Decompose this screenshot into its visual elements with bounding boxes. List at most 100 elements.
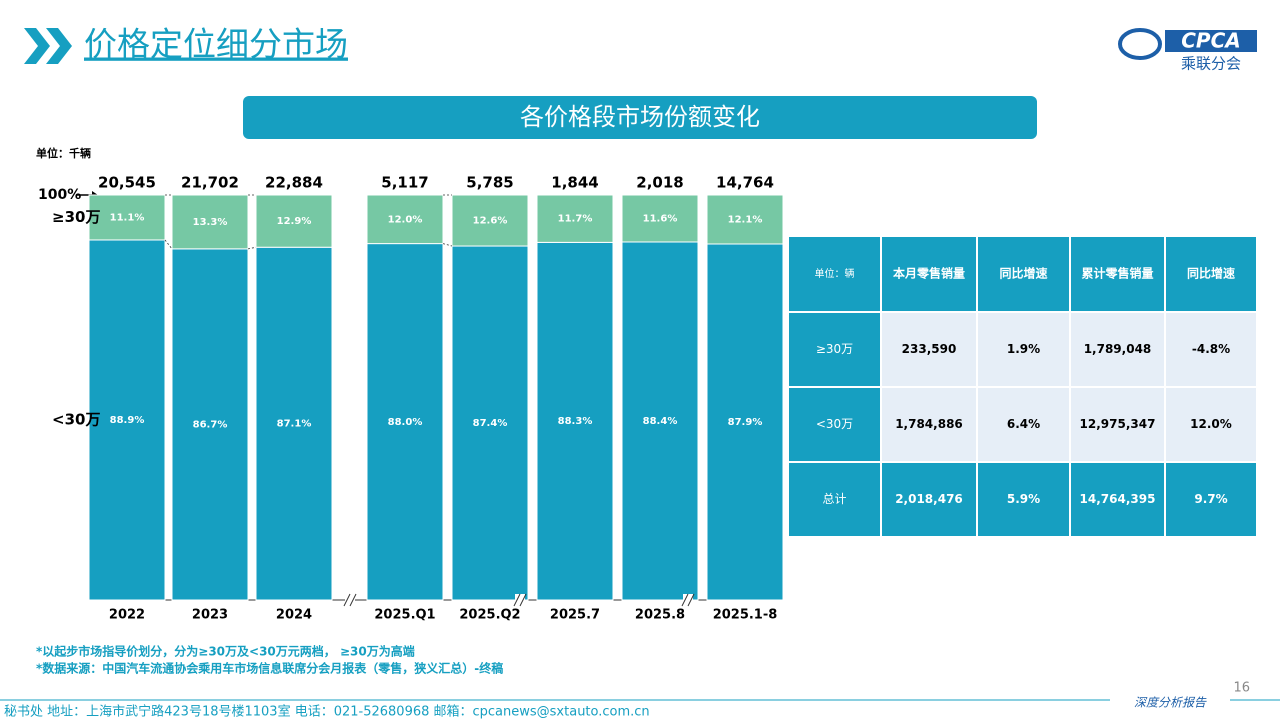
bar-segment xyxy=(621,194,699,243)
total-label: 22,884 xyxy=(265,174,323,192)
series-label: ≥30万 xyxy=(52,208,100,226)
value-label: 12.0% xyxy=(388,214,423,225)
series-label: <30万 xyxy=(52,410,100,428)
bar-segment xyxy=(536,194,614,243)
note: *数据来源：中国汽车流通协会乘用车市场信息联席分会月报表（零售，狭义汇总）-终稿 xyxy=(36,661,503,676)
axis-break-gap xyxy=(683,594,693,606)
table-text: 14,764,395 xyxy=(1080,492,1156,506)
logo-box xyxy=(1165,30,1257,52)
table-text: <30万 xyxy=(816,417,853,431)
value-label: 11.7% xyxy=(558,214,593,225)
axis-break-gap xyxy=(345,594,355,606)
bar-segment xyxy=(366,194,444,245)
axis-break xyxy=(681,593,689,607)
bar-segment xyxy=(451,245,529,601)
bar-segment xyxy=(255,246,333,601)
logo-text: CPCA xyxy=(1181,29,1241,53)
table-text: 5.9% xyxy=(1007,492,1040,506)
table-text: 233,590 xyxy=(902,342,957,356)
bar-segment xyxy=(451,194,529,247)
total-label: 2,018 xyxy=(636,174,683,192)
header-chevrons xyxy=(24,28,72,64)
value-label: 11.1% xyxy=(110,212,145,223)
connector xyxy=(247,246,257,250)
axis-break xyxy=(349,593,357,607)
chart: 100% 88.9% 11.1% 20,545 2022 86.7% 13.3% 21,702… xyxy=(38,174,784,623)
value-label: 87.1% xyxy=(277,419,312,430)
total-label: 5,785 xyxy=(466,174,513,192)
bar-segment xyxy=(536,241,614,601)
table-cell xyxy=(1069,311,1166,388)
table: 单位：辆 本月零售销量 同比增速 累计零售销量 同比增速 ≥30万 233,590 1.9% 1… xyxy=(787,235,1258,538)
footer-report: 深度分析报告 xyxy=(1134,696,1207,710)
value-label: 88.9% xyxy=(110,415,145,426)
bar-segment xyxy=(88,194,166,241)
logo-subtext: 乘联分会 xyxy=(1181,55,1241,73)
bar-segment xyxy=(621,241,699,601)
logo-mark xyxy=(1118,28,1162,60)
x-tick-label: 2025.Q1 xyxy=(374,608,435,623)
chart-title: 各价格段市场份额变化 xyxy=(520,103,760,131)
x-tick-label: 2024 xyxy=(276,608,312,623)
footer-address: 秘书处 地址：上海市武宁路423号18号楼1103室 电话：021-526809… xyxy=(4,704,650,720)
value-label: 12.1% xyxy=(728,215,763,226)
total-label: 5,117 xyxy=(381,174,428,192)
value-label: 86.7% xyxy=(193,419,228,430)
x-tick-label: 2025.1-8 xyxy=(713,608,778,623)
connector xyxy=(164,239,173,250)
note: *以起步市场指导价划分，分为≥30万及<30万元两档， ≥30万为高端 xyxy=(36,644,415,659)
value-label: 12.9% xyxy=(277,216,312,227)
chart-banner xyxy=(243,96,1037,139)
table-text: 9.7% xyxy=(1194,492,1227,506)
table-cell xyxy=(787,235,882,313)
table-text: -4.8% xyxy=(1192,342,1230,356)
table-cell xyxy=(880,311,978,388)
bar-segment xyxy=(171,248,249,601)
table-cell xyxy=(976,461,1071,538)
page-number: 16 xyxy=(1233,681,1250,696)
table-cell xyxy=(1069,461,1166,538)
x-tick-label: 2025.7 xyxy=(550,608,600,623)
table-text: 1,789,048 xyxy=(1084,342,1152,356)
axis-break-gap xyxy=(515,594,525,606)
total-label: 1,844 xyxy=(551,174,598,192)
axis-break xyxy=(519,593,527,607)
bar-segment xyxy=(706,243,784,601)
value-label: 11.6% xyxy=(643,213,678,224)
y-tick-label: 100% xyxy=(38,187,81,203)
value-label: 13.3% xyxy=(193,217,228,228)
total-label: 14,764 xyxy=(716,174,774,192)
table-text: 1,784,886 xyxy=(895,417,963,431)
bar-segment xyxy=(171,194,249,250)
axis-break xyxy=(513,593,521,607)
table-text: 1.9% xyxy=(1007,342,1040,356)
table-cell xyxy=(976,235,1071,313)
total-label: 21,702 xyxy=(181,174,239,192)
table-text: 12,975,347 xyxy=(1080,417,1156,431)
table-cell xyxy=(1164,386,1258,463)
bar-segment xyxy=(366,243,444,601)
table-text: 总计 xyxy=(822,492,846,506)
table-text: 单位：辆 xyxy=(815,267,855,280)
value-label: 88.4% xyxy=(643,416,678,427)
page-title: 价格定位细分市场 xyxy=(84,25,348,64)
table-text: 累计零售销量 xyxy=(1081,266,1153,281)
table-text: 2,018,476 xyxy=(895,492,963,506)
total-label: 20,545 xyxy=(98,174,156,192)
table-text: ≥30万 xyxy=(816,342,853,356)
table-cell xyxy=(1164,461,1258,538)
table-text: 6.4% xyxy=(1007,417,1040,431)
value-label: 87.9% xyxy=(728,417,763,428)
value-label: 88.3% xyxy=(558,416,593,427)
table-cell xyxy=(1164,235,1258,313)
x-tick-label: 2025.8 xyxy=(635,608,685,623)
bar-segment xyxy=(706,194,784,245)
value-label: 12.6% xyxy=(473,216,508,227)
axis-break xyxy=(343,593,351,607)
table-cell xyxy=(787,461,882,538)
table-cell xyxy=(1164,311,1258,388)
axis-break xyxy=(687,593,695,607)
x-tick-label: 2025.Q2 xyxy=(459,608,520,623)
unit-label: 单位：千辆 xyxy=(36,146,91,160)
